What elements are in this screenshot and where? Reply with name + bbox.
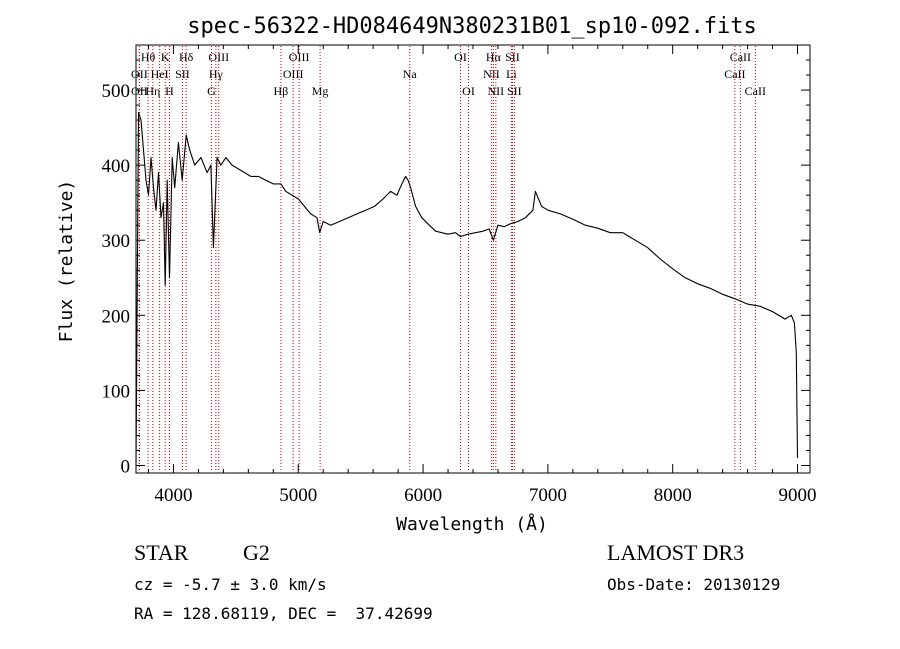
y-tick-label: 200 (102, 306, 131, 327)
spectrum-trace-layer (135, 112, 799, 466)
chart-title: spec-56322-HD084649N380231B01_sp10-092.f… (187, 14, 757, 39)
spectral-line-label: G (207, 84, 216, 98)
spectral-line-label: H (165, 84, 174, 98)
object-class: STAR (134, 540, 189, 565)
spectral-subclass: G2 (243, 540, 270, 565)
spectral-line-label: Mg (312, 84, 329, 98)
spectral-line-label: OIII (283, 67, 304, 81)
spectral-line-label: OII (131, 84, 148, 98)
spectral-line-label: OI (462, 84, 475, 98)
spectral-line-label: K (161, 50, 170, 64)
plot-frame (135, 44, 811, 474)
spectral-line-label: NII (488, 84, 505, 98)
spectral-line-label: Li (506, 67, 517, 81)
y-tick-label: 400 (102, 156, 131, 177)
spectral-line-label: NII (483, 67, 500, 81)
axes-layer: 4000 5000 6000 7000 8000 9000 0 100 200 300 400 500 (102, 45, 817, 506)
x-tick-label: 6000 (404, 485, 442, 506)
y-tick-label: 0 (121, 456, 131, 477)
x-axis-title: Wavelength (Å) (396, 513, 548, 535)
spectral-line-label: SII (507, 84, 522, 98)
spectral-line-label: Hα (486, 50, 502, 64)
obs-date: Obs-Date: 20130129 (607, 575, 780, 594)
spectral-line-label: OI (454, 50, 467, 64)
spectral-line-label: OIII (289, 50, 310, 64)
spectral-line-label: Hγ (209, 67, 224, 81)
spectral-line-label: SII (175, 67, 190, 81)
y-tick-label: 300 (102, 231, 131, 252)
spectral-line-label: OIII (208, 50, 229, 64)
x-tick-label: 7000 (529, 485, 567, 506)
spectral-line-label: CaII (724, 67, 745, 81)
survey-label: LAMOST DR3 (607, 540, 744, 565)
x-tick-label: 4000 (154, 485, 192, 506)
spectral-lines-layer: OIIOIIHθHηHeIKHSIIHδHγGOIIIHβOIIIOIIIMgN… (131, 46, 766, 472)
redshift-readout: cz = -5.7 ± 3.0 km/s (134, 575, 327, 594)
x-tick-label: 8000 (654, 485, 692, 506)
spectrum-trace (135, 112, 799, 466)
x-tick-label: 5000 (279, 485, 317, 506)
spectral-line-label: Hη (145, 84, 160, 98)
coordinates-readout: RA = 128.68119, DEC = 37.42699 (134, 604, 433, 623)
x-tick-label: 9000 (779, 485, 817, 506)
spectral-line-label: HeI (151, 67, 169, 81)
spectral-line-label: SII (505, 50, 520, 64)
spectral-line-label: Hδ (179, 50, 194, 64)
spectral-line-label: CaII (730, 50, 751, 64)
y-tick-label: 100 (102, 381, 131, 402)
spectral-line-label: Hθ (141, 50, 156, 64)
spectral-line-label: CaII (745, 84, 766, 98)
spectral-line-label: Hβ (274, 84, 289, 98)
y-tick-label: 500 (102, 81, 131, 102)
spectral-line-label: Na (403, 67, 418, 81)
y-axis-title: Flux (relative) (56, 180, 77, 343)
